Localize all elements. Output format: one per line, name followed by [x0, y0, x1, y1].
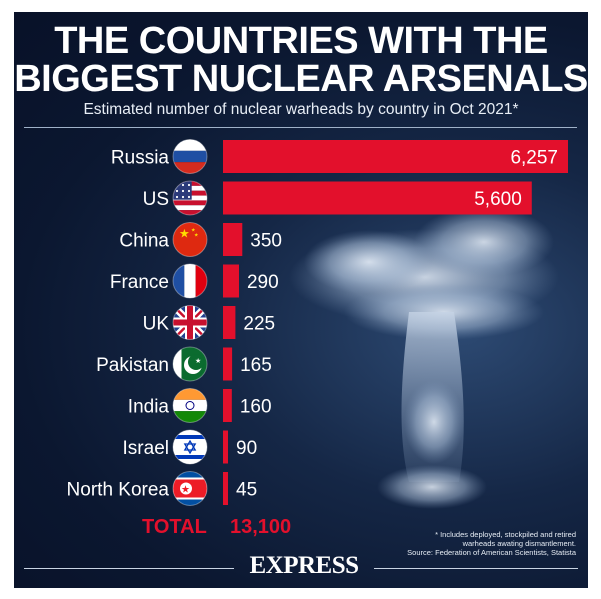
- infographic-card: THE COUNTRIES WITH THE BIGGEST NUCLEAR A…: [14, 12, 588, 588]
- category-label: Israel: [123, 438, 169, 459]
- bar: [223, 140, 568, 173]
- bar: [223, 430, 228, 464]
- svg-text:★: ★: [195, 357, 201, 365]
- russia-flag-icon: [172, 139, 208, 174]
- israel-flag-icon: [172, 429, 208, 465]
- bar: [223, 264, 239, 298]
- category-label: France: [110, 272, 169, 293]
- india-flag-icon: [172, 388, 208, 423]
- data-label: 5,600: [474, 189, 522, 210]
- data-label: 45: [236, 480, 257, 501]
- svg-text:★: ★: [179, 227, 190, 241]
- china-flag-icon: ★ ★★: [172, 222, 208, 257]
- pakistan-flag-icon: ★: [172, 346, 208, 382]
- divider: [24, 127, 577, 128]
- total-label: TOTAL: [142, 516, 207, 538]
- bar: [223, 306, 236, 339]
- data-label: 165: [240, 355, 272, 376]
- bar: [223, 389, 232, 422]
- title-line-2: BIGGEST NUCLEAR ARSENALS: [14, 58, 588, 100]
- bar: [223, 472, 228, 505]
- svg-text:★: ★: [194, 233, 199, 239]
- brand-divider-right: [374, 568, 578, 569]
- category-label: UK: [143, 314, 170, 335]
- us-flag-icon: [172, 180, 208, 216]
- data-label: 160: [240, 397, 272, 418]
- data-label: 6,257: [510, 148, 558, 169]
- page-title: THE COUNTRIES WITH THE BIGGEST NUCLEAR A…: [14, 22, 588, 98]
- svg-text:★: ★: [181, 485, 190, 496]
- footnote-line-1: * Includes deployed, stockpiled and reti…: [435, 530, 576, 539]
- category-label: North Korea: [67, 480, 170, 501]
- mushroom-cloud-image: [289, 207, 559, 509]
- title-line-1: THE COUNTRIES WITH THE: [54, 20, 548, 62]
- subtitle: Estimated number of nuclear warheads by …: [83, 101, 519, 118]
- uk-flag-icon: [172, 305, 208, 340]
- svg-text:★: ★: [191, 228, 196, 234]
- footnote-line-2: warheads awating dismantlement.: [462, 539, 576, 548]
- category-label: Pakistan: [96, 355, 169, 376]
- data-label: 225: [243, 314, 275, 335]
- north-korea-flag-icon: ★: [172, 471, 208, 506]
- france-flag-icon: [172, 263, 208, 299]
- brand-divider-left: [24, 568, 234, 569]
- footnote: * Includes deployed, stockpiled and reti…: [366, 530, 576, 557]
- bar: [223, 347, 233, 381]
- category-label: US: [143, 189, 169, 210]
- category-label: India: [128, 397, 170, 418]
- bar: [223, 181, 532, 215]
- brand-logo: EXPRESS: [249, 552, 359, 579]
- source-note: Source: Federation of American Scientist…: [407, 548, 576, 557]
- category-label: China: [119, 231, 169, 252]
- data-label: 290: [247, 272, 279, 293]
- total-value: 13,100: [230, 516, 292, 538]
- bar: [223, 223, 243, 256]
- category-label: Russia: [111, 148, 170, 169]
- data-label: 90: [236, 438, 257, 459]
- data-label: 350: [250, 231, 282, 252]
